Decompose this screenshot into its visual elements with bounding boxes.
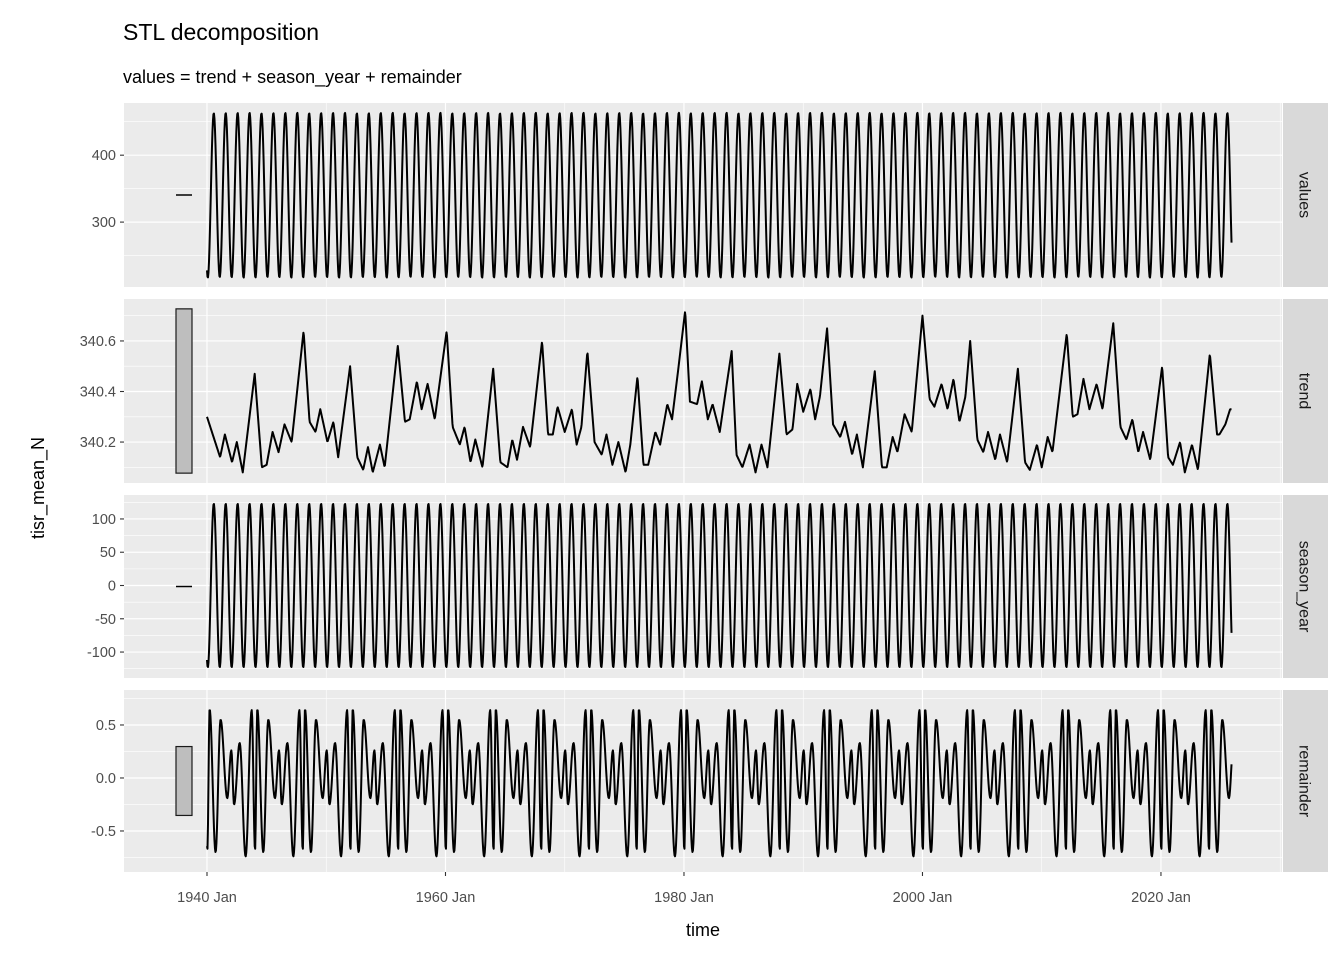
panel-values: 300 400 values <box>92 103 1328 287</box>
y-tick-label: 340.2 <box>80 435 116 451</box>
x-tick-label: 1960 Jan <box>416 890 476 906</box>
y-tick-label: 400 <box>92 148 116 164</box>
series-line-trend <box>206 311 1233 474</box>
y-tick-label: 50 <box>100 545 116 561</box>
strip-label: season_year <box>1296 541 1313 633</box>
x-tick-label: 1940 Jan <box>177 890 237 906</box>
strip-label: values <box>1296 172 1313 218</box>
strip-background <box>1283 299 1328 483</box>
y-tick-label: 340.6 <box>80 334 116 350</box>
y-tick-label: 100 <box>92 512 116 528</box>
panel-trend: 340.2 340.4 340.6 trend <box>80 299 1328 483</box>
panel-season_year: -100 -50 0 50 100 season_year <box>87 495 1328 678</box>
strip-background <box>1283 103 1328 287</box>
y-tick-label: 0.5 <box>96 718 116 734</box>
y-tick-label: -50 <box>95 612 116 628</box>
y-tick-label: 300 <box>92 215 116 231</box>
x-axis-title: time <box>686 920 720 940</box>
strip-background <box>1283 690 1328 872</box>
x-tick-label: 2020 Jan <box>1131 890 1191 906</box>
y-tick-label: 340.4 <box>80 385 116 401</box>
scale-bar <box>175 745 193 817</box>
strip-background <box>1283 495 1328 678</box>
series-line-values <box>206 111 1233 279</box>
y-axis-title: tisr_mean_N <box>28 437 49 539</box>
x-tick-label: 2000 Jan <box>893 890 953 906</box>
chart-subtitle: values = trend + season_year + remainder <box>123 67 462 88</box>
y-tick-label: -0.5 <box>91 824 116 840</box>
x-tick-label: 1980 Jan <box>654 890 714 906</box>
y-tick-label: 0.0 <box>96 771 116 787</box>
series-line-season_year <box>206 503 1233 668</box>
strip-label: trend <box>1296 373 1313 409</box>
y-tick-label: -100 <box>87 645 116 661</box>
panel-remainder: -0.5 0.0 0.5 remainder <box>91 690 1328 872</box>
scale-bar <box>175 308 193 474</box>
y-tick-label: 0 <box>108 579 116 595</box>
strip-label: remainder <box>1296 745 1313 818</box>
series-line-remainder <box>206 709 1233 858</box>
chart-title: STL decomposition <box>123 19 319 45</box>
